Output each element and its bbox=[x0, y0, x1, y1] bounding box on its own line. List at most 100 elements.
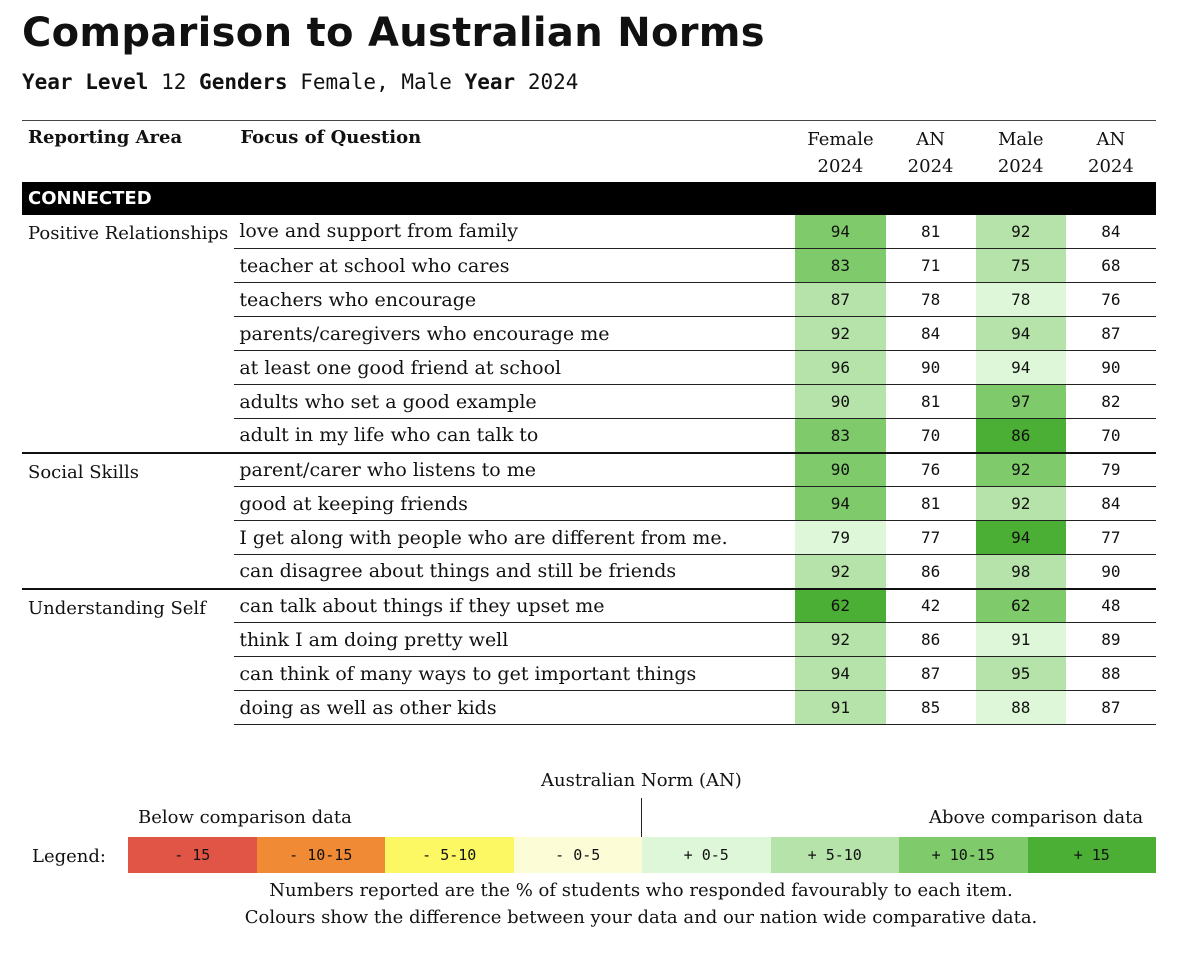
an-female-value-cell: 86 bbox=[885, 622, 976, 657]
focus-question-cell: good at keeping friends bbox=[234, 486, 796, 521]
reporting-area-cell: Social Skills bbox=[22, 451, 235, 589]
an-male-value-cell: 79 bbox=[1065, 451, 1156, 487]
table-body: Positive Relationships love and support f… bbox=[22, 214, 1156, 725]
table-row: adults who set a good example 90 81 97 82 bbox=[22, 384, 1156, 419]
female-value-cell: 92 bbox=[795, 554, 886, 589]
table-row: adult in my life who can talk to 83 70 86 70 bbox=[22, 418, 1156, 453]
male-value-cell: 97 bbox=[975, 384, 1066, 419]
header-an-label: AN bbox=[1096, 129, 1126, 150]
legend-swatch: + 0-5 bbox=[642, 837, 771, 873]
header-male-year: 2024 bbox=[997, 156, 1044, 177]
table-row: doing as well as other kids 91 85 88 87 bbox=[22, 690, 1156, 725]
header-an-year: 2024 bbox=[1088, 156, 1134, 177]
reporting-area-cell: Understanding Self bbox=[22, 587, 235, 725]
legend-swatch: + 10-15 bbox=[899, 837, 1028, 873]
legend-swatch: + 5-10 bbox=[770, 837, 899, 873]
an-female-value-cell: 76 bbox=[885, 451, 976, 487]
focus-question-cell: I get along with people who are differen… bbox=[234, 520, 796, 555]
an-female-value-cell: 85 bbox=[885, 690, 976, 725]
focus-question-cell: teacher at school who cares bbox=[234, 248, 796, 283]
header-an-female-2024: AN 2024 bbox=[886, 121, 976, 182]
table-row: teacher at school who cares 83 71 75 68 bbox=[22, 248, 1156, 283]
legend-swatch: - 5-10 bbox=[385, 837, 514, 873]
filter-summary: Year Level 12 Genders Female, Male Year … bbox=[22, 70, 578, 94]
focus-question-cell: teachers who encourage bbox=[234, 282, 796, 317]
male-value-cell: 92 bbox=[975, 451, 1066, 487]
an-male-value-cell: 76 bbox=[1065, 282, 1156, 317]
norm-label: Australian Norm (AN) bbox=[541, 770, 742, 791]
male-value-cell: 86 bbox=[975, 418, 1066, 453]
legend-swatches: - 15- 10-15- 5-10- 0-5 + 0-5 + 5-10 + 10-15… bbox=[128, 837, 1156, 873]
female-value-cell: 79 bbox=[795, 520, 886, 555]
header-male-2024: Male 2024 bbox=[976, 121, 1066, 182]
female-value-cell: 92 bbox=[795, 316, 886, 351]
an-female-value-cell: 86 bbox=[885, 554, 976, 589]
female-value-cell: 96 bbox=[795, 350, 886, 385]
focus-question-cell: adult in my life who can talk to bbox=[234, 418, 796, 453]
an-female-value-cell: 42 bbox=[885, 587, 976, 623]
focus-question-cell: can think of many ways to get important … bbox=[234, 656, 796, 691]
female-value-cell: 83 bbox=[795, 248, 886, 283]
table-row: Positive Relationships love and support f… bbox=[22, 214, 1156, 249]
male-value-cell: 75 bbox=[975, 248, 1066, 283]
female-value-cell: 62 bbox=[795, 587, 886, 623]
legend-label: Legend: bbox=[32, 846, 106, 867]
male-value-cell: 62 bbox=[975, 587, 1066, 623]
male-value-cell: 88 bbox=[975, 690, 1066, 725]
legend-swatch: - 10-15 bbox=[256, 837, 385, 873]
table-row: teachers who encourage 87 78 78 76 bbox=[22, 282, 1156, 317]
focus-question-cell: doing as well as other kids bbox=[234, 690, 796, 725]
an-male-value-cell: 82 bbox=[1065, 384, 1156, 419]
header-an-male-2024: AN 2024 bbox=[1066, 121, 1156, 182]
an-female-value-cell: 70 bbox=[885, 418, 976, 453]
focus-question-cell: adults who set a good example bbox=[234, 384, 796, 419]
male-value-cell: 78 bbox=[975, 282, 1066, 317]
table-row: can disagree about things and still be f… bbox=[22, 554, 1156, 589]
reporting-area-cell: Positive Relationships bbox=[28, 222, 229, 244]
an-male-value-cell: 90 bbox=[1065, 350, 1156, 385]
table-row: parents/caregivers who encourage me 92 84 9… bbox=[22, 316, 1156, 351]
female-value-cell: 91 bbox=[795, 690, 886, 725]
male-value-cell: 92 bbox=[975, 214, 1066, 249]
focus-question-cell: parent/carer who listens to me bbox=[234, 451, 796, 487]
an-female-value-cell: 90 bbox=[885, 350, 976, 385]
table-row: Social Skills parent/carer who listens to… bbox=[22, 451, 1156, 589]
year-level-label: Year Level bbox=[22, 70, 149, 94]
female-value-cell: 94 bbox=[795, 486, 886, 521]
table-header-row: Reporting Area Focus of Question Female 2… bbox=[22, 120, 1156, 182]
table-row: at least one good friend at school 96 90 94… bbox=[22, 350, 1156, 385]
header-focus-of-question: Focus of Question bbox=[240, 127, 422, 148]
table-row: think I am doing pretty well 92 86 91 89 bbox=[22, 622, 1156, 657]
male-value-cell: 94 bbox=[975, 316, 1066, 351]
male-value-cell: 94 bbox=[975, 520, 1066, 555]
header-female-2024: Female 2024 bbox=[795, 121, 885, 182]
an-female-value-cell: 77 bbox=[885, 520, 976, 555]
male-value-cell: 91 bbox=[975, 622, 1066, 657]
legend-swatch: - 0-5 bbox=[513, 837, 642, 873]
year-label: Year bbox=[464, 70, 516, 94]
female-value-cell: 90 bbox=[795, 451, 886, 487]
an-male-value-cell: 68 bbox=[1065, 248, 1156, 283]
an-female-value-cell: 81 bbox=[885, 486, 976, 521]
header-an-label: AN bbox=[916, 129, 945, 150]
female-value-cell: 83 bbox=[795, 418, 886, 453]
an-male-value-cell: 90 bbox=[1065, 554, 1156, 589]
female-value-cell: 94 bbox=[795, 656, 886, 691]
an-male-value-cell: 84 bbox=[1065, 486, 1156, 521]
male-value-cell: 95 bbox=[975, 656, 1066, 691]
legend-swatch: - 15 bbox=[128, 837, 257, 873]
focus-question-cell: can talk about things if they upset me bbox=[234, 587, 796, 623]
focus-question-cell: parents/caregivers who encourage me bbox=[234, 316, 796, 351]
legend-note-percent: Numbers reported are the % of students w… bbox=[269, 880, 1013, 901]
an-male-value-cell: 89 bbox=[1065, 622, 1156, 657]
an-female-value-cell: 71 bbox=[885, 248, 976, 283]
focus-question-cell: love and support from family bbox=[234, 214, 796, 249]
male-value-cell: 98 bbox=[975, 554, 1066, 589]
an-male-value-cell: 84 bbox=[1065, 214, 1156, 249]
page-title: Comparison to Australian Norms bbox=[22, 10, 765, 56]
male-value-cell: 94 bbox=[975, 350, 1066, 385]
an-male-value-cell: 70 bbox=[1065, 418, 1156, 453]
male-value-cell: 92 bbox=[975, 486, 1066, 521]
an-female-value-cell: 78 bbox=[885, 282, 976, 317]
female-value-cell: 92 bbox=[795, 622, 886, 657]
